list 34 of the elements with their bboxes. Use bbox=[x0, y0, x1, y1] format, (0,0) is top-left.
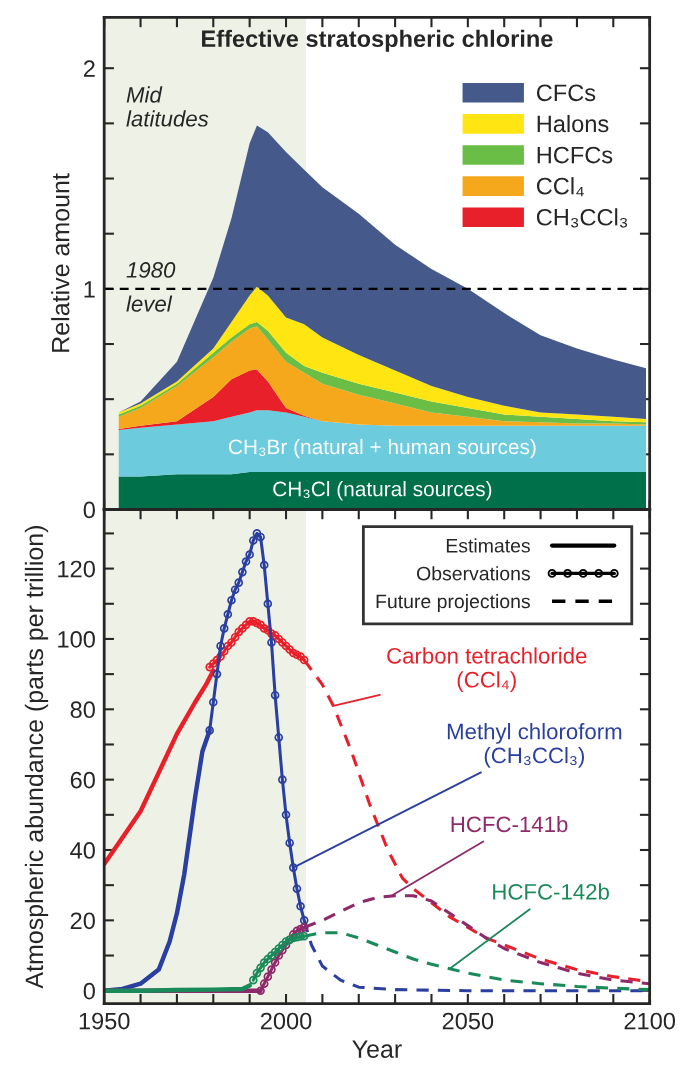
y-tick-label: 1 bbox=[84, 281, 95, 298]
x-tick-label: 2100 bbox=[624, 1012, 676, 1030]
y-tick-label: 0 bbox=[83, 501, 95, 519]
y-tick-label: 120 bbox=[58, 560, 95, 578]
chart-title: Effective stratospheric chlorine bbox=[202, 29, 553, 52]
series-label: CH₃Br (natural + human sources) bbox=[228, 438, 536, 459]
y-axis-title: Relative amount bbox=[51, 173, 70, 352]
annotation: Estimates bbox=[446, 538, 530, 553]
y-tick-label: 80 bbox=[70, 701, 95, 719]
y-tick-label: 60 bbox=[70, 771, 95, 789]
y-tick-label: 20 bbox=[70, 912, 95, 930]
annotation: Methyl chloroform (CH₃CCl₃) bbox=[447, 723, 622, 768]
annotation: Mid latitudes bbox=[126, 86, 209, 127]
y-axis-title: Atmospheric abundance (parts per trillion) bbox=[24, 526, 49, 989]
legend-label: CFCs bbox=[536, 84, 596, 102]
x-tick-label: 2000 bbox=[260, 1012, 312, 1030]
y-tick-label: 0 bbox=[83, 982, 95, 1000]
annotation: HCFC-142b bbox=[493, 883, 609, 900]
series-label: CH₃Cl (natural sources) bbox=[273, 481, 492, 501]
annotation: Carbon tetrachloride (CCl₄) bbox=[387, 647, 587, 692]
y-tick-label: 2 bbox=[83, 60, 95, 77]
y-tick-label: 40 bbox=[70, 842, 95, 859]
x-tick-label: 1950 bbox=[79, 1012, 130, 1030]
ref-line-label: 1980 level bbox=[126, 262, 176, 312]
x-axis-title: Year bbox=[352, 1040, 402, 1058]
legend-label: Halons bbox=[537, 114, 609, 133]
x-tick-label: 2050 bbox=[442, 1012, 494, 1030]
annotation: Observations bbox=[417, 566, 530, 581]
annotation: Future projections bbox=[376, 594, 530, 613]
legend-label: CCl₄ bbox=[536, 177, 584, 197]
y-tick-label: 100 bbox=[58, 631, 95, 648]
legend-label: HCFCs bbox=[537, 146, 613, 164]
legend-label: CH₃CCl₃ bbox=[536, 208, 628, 228]
annotation: HCFC-141b bbox=[451, 815, 568, 833]
